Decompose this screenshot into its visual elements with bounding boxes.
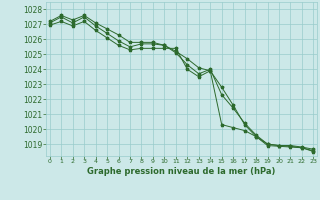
X-axis label: Graphe pression niveau de la mer (hPa): Graphe pression niveau de la mer (hPa) bbox=[87, 167, 276, 176]
